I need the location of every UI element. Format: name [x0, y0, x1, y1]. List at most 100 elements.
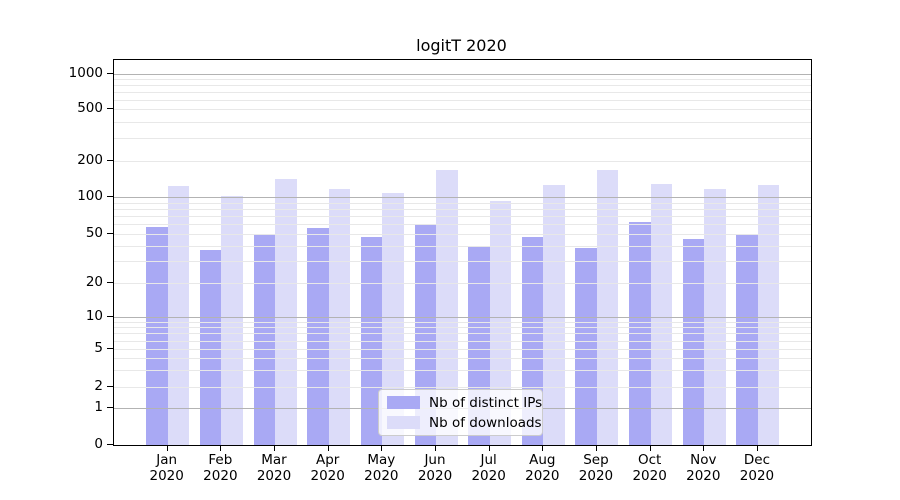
bar-distinct-ips-mar	[253, 233, 276, 445]
x-tick-label-aug: Aug 2020	[525, 452, 560, 484]
y-tick-label-50: 50	[85, 224, 103, 241]
y-tick-mark	[107, 232, 113, 234]
y-tick-mark	[107, 316, 113, 317]
bar-distinct-ips-dec	[736, 233, 758, 445]
legend: Nb of distinct IPs Nb of downloads	[378, 389, 543, 436]
bar-downloads-aug	[543, 185, 565, 445]
legend-label-distinct-ips: Nb of distinct IPs	[429, 394, 543, 411]
bar-downloads-sep	[596, 169, 619, 445]
y-tick-label-10: 10	[85, 308, 103, 324]
y-tick-label-100: 100	[77, 188, 103, 204]
gridline-700	[114, 92, 811, 93]
x-tick-mark	[488, 445, 490, 451]
legend-item-distinct-ips: Nb of distinct IPs	[387, 395, 542, 411]
x-tick-label-sep: Sep 2020	[578, 452, 614, 484]
x-tick-label-feb: Feb 2020	[203, 452, 238, 484]
y-tick-mark	[107, 196, 113, 197]
gridline-2	[114, 387, 811, 388]
x-tick-label-jul: Jul 2020	[471, 452, 506, 484]
bar-distinct-ips-sep	[575, 248, 597, 445]
gridline-300	[114, 137, 811, 139]
gridline-6	[114, 340, 811, 342]
x-tick-mark	[595, 445, 597, 451]
bar-downloads-feb	[221, 195, 243, 445]
gridline-70	[114, 215, 811, 217]
gridline-90	[114, 202, 811, 204]
gridline-9	[114, 321, 811, 323]
gridline-4	[114, 358, 811, 360]
y-tick-label-0: 0	[94, 436, 103, 452]
bar-downloads-dec	[757, 184, 780, 445]
bar-distinct-ips-feb	[199, 249, 222, 445]
legend-label-downloads: Nb of downloads	[429, 414, 542, 431]
gridline-100	[114, 197, 811, 198]
y-tick-label-200: 200	[77, 151, 103, 168]
gridline-7	[114, 333, 811, 335]
gridline-40	[114, 245, 811, 247]
y-tick-mark	[107, 444, 113, 445]
gridline-30	[114, 261, 811, 263]
gridline-1000	[114, 74, 811, 75]
bar-downloads-jun	[436, 169, 458, 445]
y-tick-label-500: 500	[77, 100, 103, 116]
y-tick-mark	[107, 108, 113, 109]
y-tick-mark	[107, 348, 113, 349]
x-tick-label-jun: Jun 2020	[417, 452, 453, 484]
gridline-200	[114, 160, 811, 162]
y-tick-label-1: 1	[94, 399, 103, 415]
x-tick-mark	[435, 445, 436, 451]
x-tick-mark	[703, 445, 705, 451]
gridline-10	[114, 317, 811, 318]
y-tick-mark	[107, 73, 113, 74]
y-tick-mark	[107, 386, 113, 387]
legend-swatch-downloads	[387, 416, 420, 429]
gridline-500	[114, 109, 811, 110]
gridline-80	[114, 208, 811, 210]
x-tick-mark	[327, 445, 329, 451]
x-tick-label-may: May 2020	[364, 452, 399, 484]
gridline-900	[114, 79, 811, 81]
x-tick-mark	[649, 445, 651, 451]
gridline-60	[114, 223, 811, 225]
gridline-400	[114, 121, 811, 123]
bar-distinct-ips-nov	[682, 239, 705, 445]
x-tick-label-apr: Apr 2020	[310, 452, 345, 484]
legend-swatch-distinct-ips	[387, 396, 420, 409]
y-tick-label-1000: 1000	[68, 65, 103, 81]
chart-title: logitT 2020	[416, 36, 507, 55]
y-tick-mark	[107, 159, 113, 161]
gridline-50	[114, 233, 811, 235]
gridline-800	[114, 85, 811, 87]
bar-distinct-ips-apr	[307, 228, 329, 445]
x-tick-mark	[220, 445, 222, 451]
y-tick-label-20: 20	[85, 274, 103, 290]
x-tick-mark	[542, 445, 544, 451]
gridline-3	[114, 370, 811, 372]
x-tick-label-dec: Dec 2020	[739, 452, 775, 484]
bar-downloads-jan	[167, 186, 190, 445]
gridline-5	[114, 349, 811, 350]
plot-area	[113, 59, 812, 446]
x-tick-mark	[274, 445, 276, 451]
x-tick-label-jan: Jan 2020	[149, 452, 184, 484]
y-tick-mark	[107, 407, 113, 408]
x-tick-mark	[166, 445, 168, 451]
x-tick-label-nov: Nov 2020	[686, 452, 721, 484]
gridline-8	[114, 327, 811, 329]
bar-downloads-may	[382, 193, 404, 445]
gridline-20	[114, 283, 811, 284]
legend-item-downloads: Nb of downloads	[387, 415, 542, 431]
bar-downloads-mar	[275, 179, 297, 445]
bar-downloads-oct	[650, 184, 673, 445]
gridline-600	[114, 99, 811, 101]
x-tick-mark	[756, 445, 758, 451]
x-tick-label-oct: Oct 2020	[632, 452, 667, 484]
y-tick-label-2: 2	[94, 378, 103, 394]
y-tick-label-5: 5	[94, 340, 103, 356]
y-tick-mark	[107, 282, 113, 283]
x-tick-mark	[381, 445, 383, 451]
x-tick-label-mar: Mar 2020	[256, 452, 292, 484]
bar-distinct-ips-jan	[146, 226, 168, 445]
bar-downloads-nov	[704, 188, 726, 445]
